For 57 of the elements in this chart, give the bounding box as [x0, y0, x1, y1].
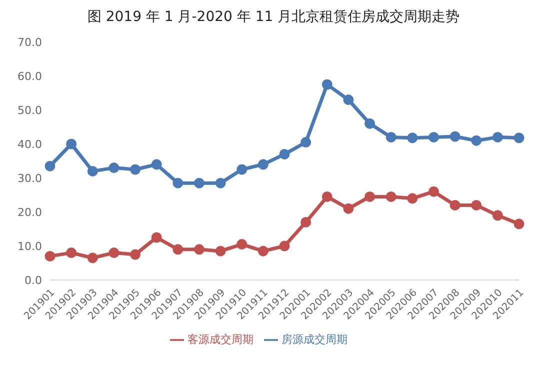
point: [300, 137, 312, 148]
point: [66, 138, 77, 150]
point: [172, 178, 184, 188]
point: [258, 246, 268, 256]
y-tick-label: 70.0: [18, 36, 42, 49]
point: [87, 252, 98, 264]
legend-label: 客源成交周期: [188, 333, 254, 346]
point: [44, 250, 56, 262]
point: [407, 193, 418, 204]
chart-title: 图 2019 年 1 月-2020 年 11 月北京租赁住房成交周期走势: [86, 8, 461, 26]
point: [215, 178, 226, 188]
point: [215, 246, 226, 256]
point: [300, 216, 312, 228]
point: [428, 132, 439, 142]
point: [279, 240, 290, 252]
y-tick-label: 50.0: [18, 104, 42, 117]
point: [492, 210, 503, 221]
point: [407, 132, 418, 144]
point: [279, 148, 290, 160]
point: [364, 118, 376, 129]
point: [172, 244, 184, 255]
point: [322, 79, 332, 90]
point: [386, 132, 396, 142]
point: [236, 239, 248, 250]
point: [343, 94, 354, 106]
point: [428, 186, 439, 197]
point: [130, 164, 141, 175]
point: [322, 191, 332, 202]
point: [44, 160, 56, 172]
point: [471, 200, 482, 210]
point: [194, 244, 204, 255]
point: [108, 162, 120, 174]
point: [514, 218, 524, 230]
point: [343, 203, 354, 214]
point: [108, 248, 120, 258]
point: [514, 132, 524, 144]
point: [471, 135, 482, 146]
y-tick-label: 30.0: [18, 172, 42, 185]
point: [151, 159, 162, 170]
y-tick-label: 60.0: [18, 70, 42, 83]
y-tick-label: 10.0: [18, 240, 42, 253]
point: [236, 164, 248, 175]
legend-label: 房源成交周期: [282, 333, 348, 346]
point: [386, 191, 396, 202]
y-tick-label: 0.0: [24, 274, 42, 287]
point: [364, 191, 376, 202]
y-tick-label: 40.0: [18, 138, 42, 151]
point: [87, 166, 98, 176]
point: [450, 200, 460, 210]
point: [492, 132, 503, 142]
y-tick-label: 20.0: [18, 206, 42, 219]
point: [450, 131, 460, 142]
point: [258, 159, 268, 170]
point: [130, 249, 141, 260]
point: [194, 178, 204, 188]
point: [66, 248, 77, 258]
point: [151, 232, 162, 243]
